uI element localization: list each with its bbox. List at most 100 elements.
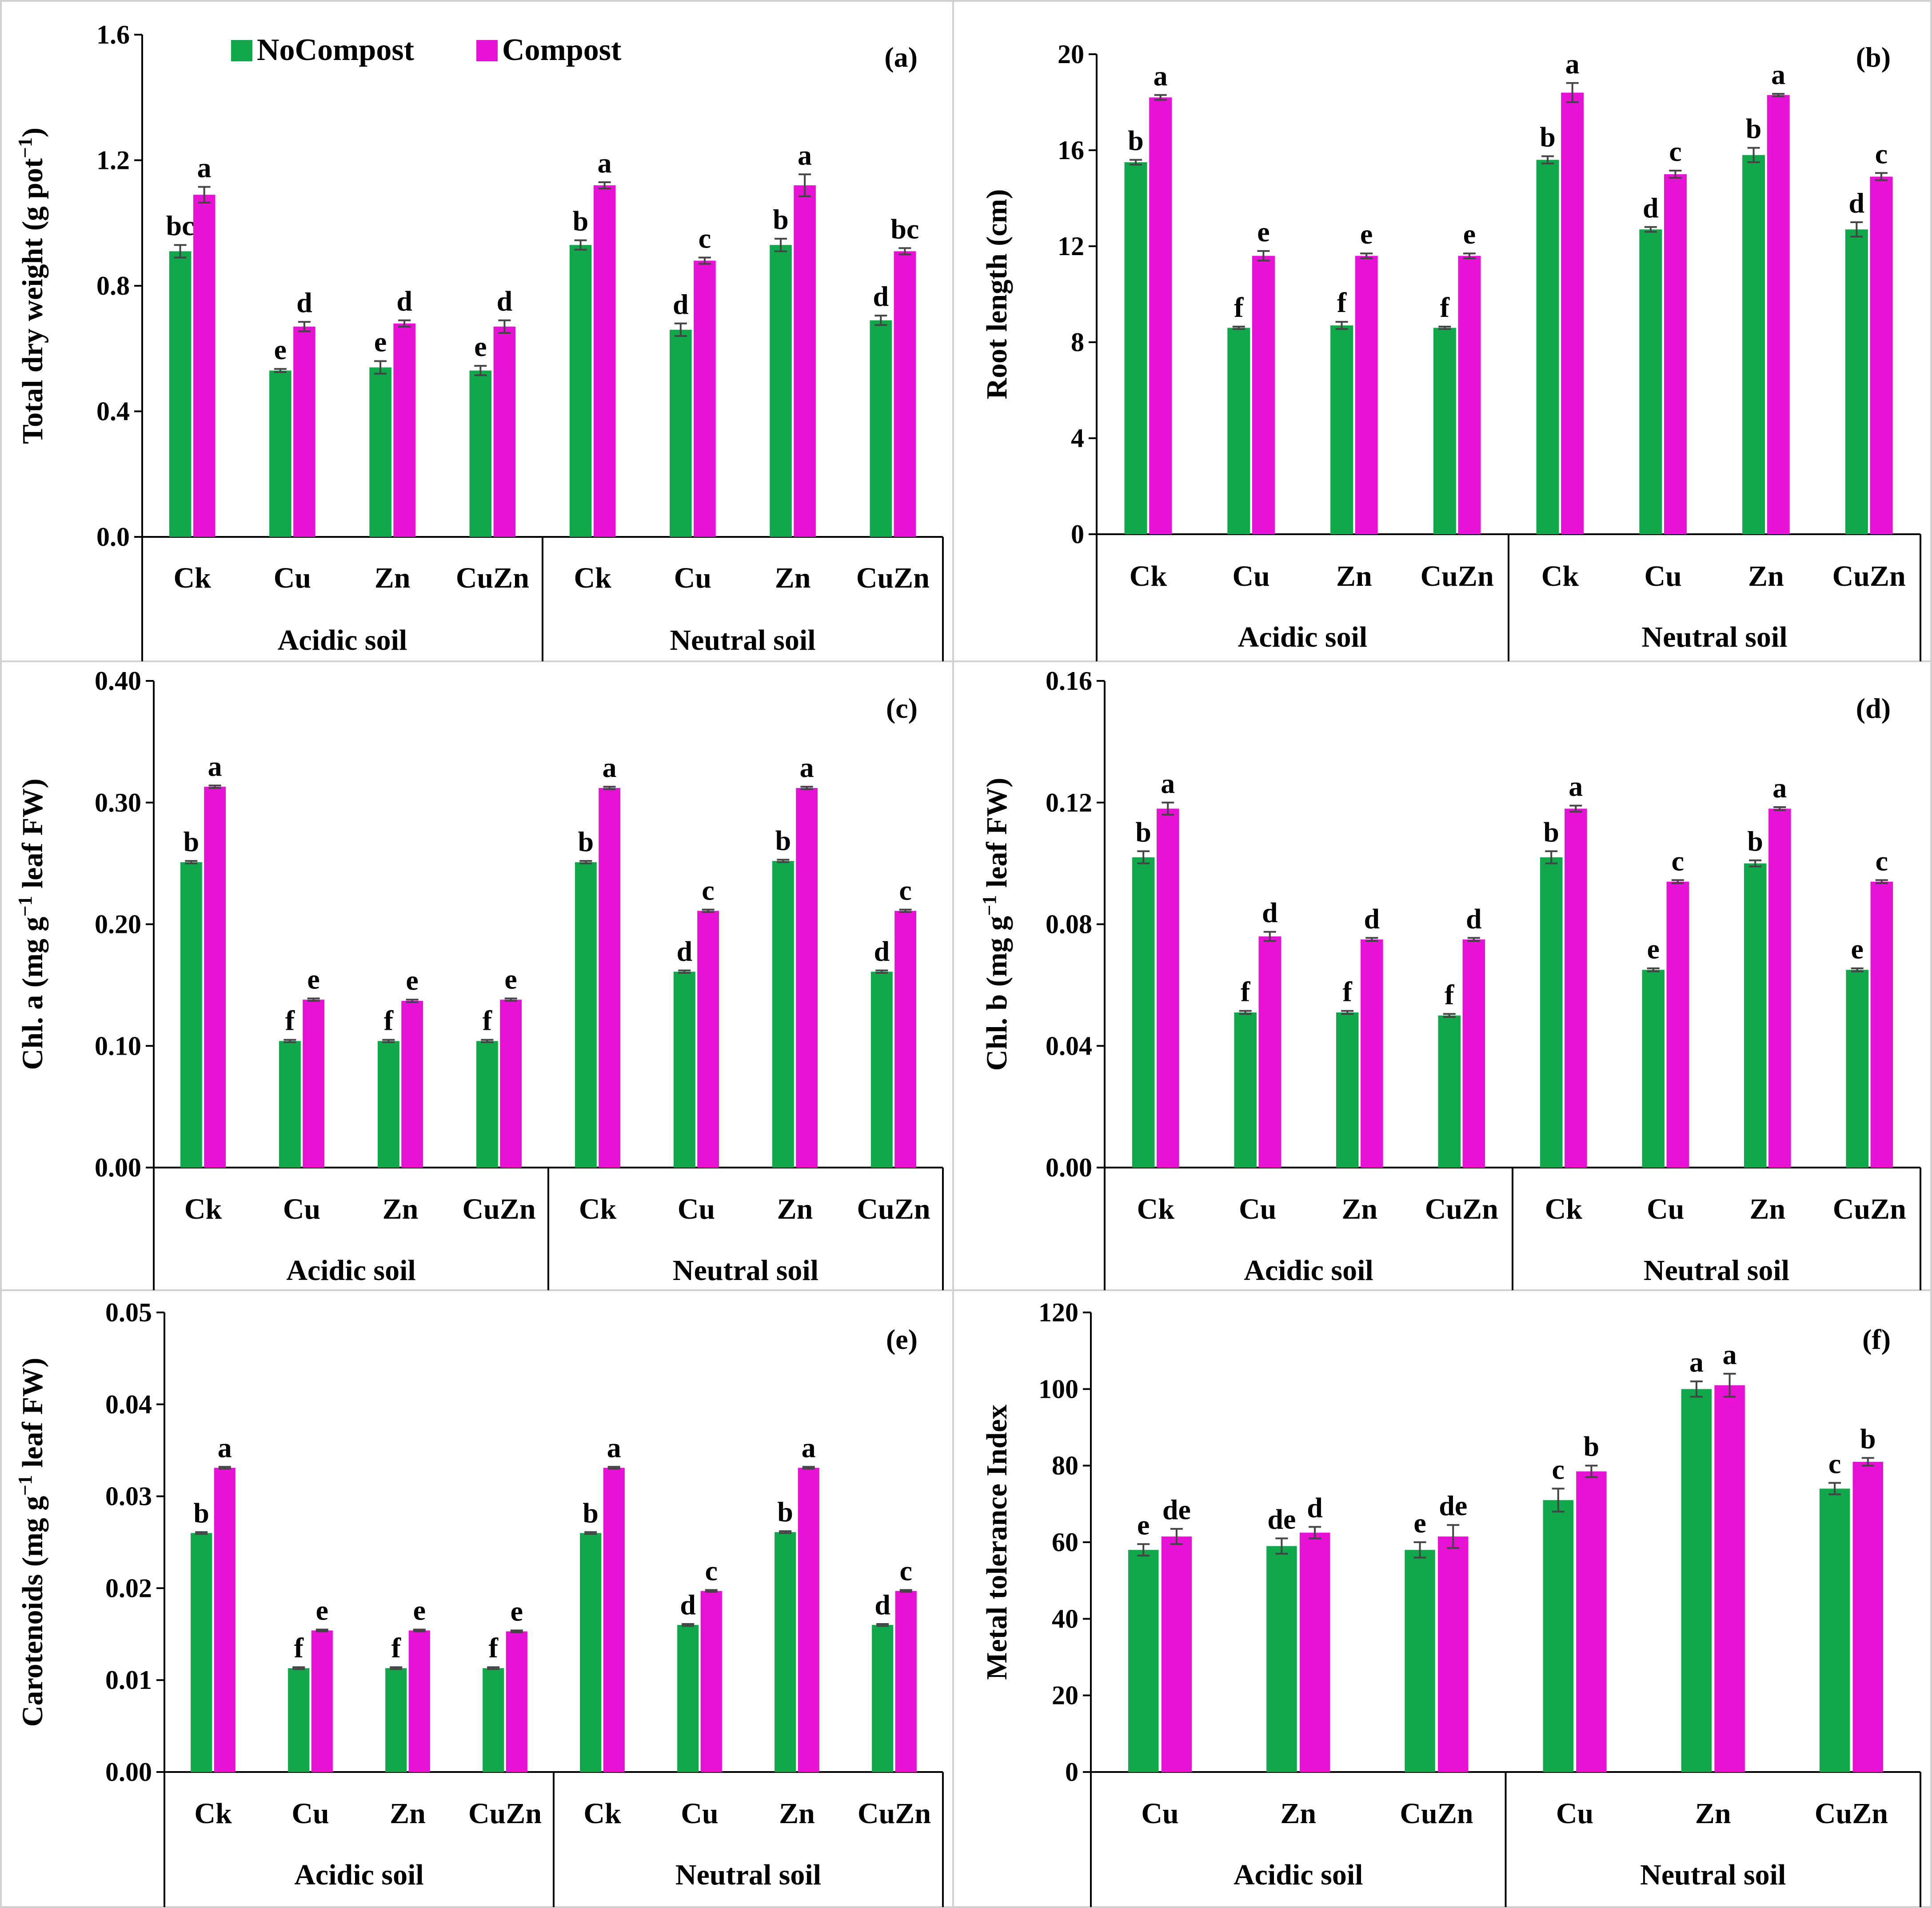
category-label: Cu [1141,1797,1178,1830]
y-tick-label: 0.40 [95,666,141,696]
category-label: Cu [678,1193,715,1225]
bar-nocompost [569,245,592,537]
bar-nocompost [872,1625,894,1772]
significance-letter: a [1689,1346,1704,1378]
group-label: Neutral soil [1640,1859,1786,1891]
bar-nocompost [1438,1015,1461,1168]
bar-nocompost [476,1041,498,1168]
y-tick-label: 0.4 [96,397,130,426]
significance-letter: b [1540,121,1556,153]
significance-letter: e [274,334,287,365]
category-label: Zn [1695,1797,1731,1830]
bar-nocompost [377,1041,399,1168]
significance-letter: a [1771,59,1785,90]
significance-letter: a [798,139,812,171]
significance-letter: b [1543,816,1559,848]
category-label: Zn [390,1797,426,1830]
bar-compost [500,1000,522,1168]
significance-letter: d [296,287,312,318]
bar-nocompost [1819,1488,1850,1772]
bar-nocompost [673,972,695,1168]
bar-compost [1458,256,1481,534]
y-tick-label: 0 [1071,520,1084,549]
category-label: Ck [1130,560,1167,592]
bar-compost [408,1630,430,1772]
bar-compost [1870,176,1893,534]
significance-letter: e [1463,218,1476,250]
bar-compost [796,788,818,1168]
category-label: CuZn [468,1797,542,1830]
bar-compost [1561,92,1584,534]
bar-compost [1161,1536,1192,1772]
significance-letter: f [285,1005,295,1036]
group-label: Acidic soil [1238,621,1368,653]
significance-letter: de [1162,1494,1191,1525]
significance-letter: b [578,826,594,857]
significance-letter: f [1343,976,1353,1008]
legend-label-nocompost: NoCompost [257,33,414,67]
bar-compost [593,185,616,537]
bar-compost [794,185,816,537]
significance-letter: a [607,1432,621,1463]
y-tick-label: 20 [1052,1681,1078,1710]
significance-letter: f [384,1005,394,1036]
significance-letter: d [1466,903,1482,934]
legend-swatch-nocompost [231,40,252,61]
significance-letter: a [1154,60,1168,92]
y-tick-label: 8 [1071,328,1084,357]
significance-letter: f [1440,292,1450,323]
group-label: Acidic soil [294,1859,424,1891]
bar-nocompost [1405,1550,1435,1772]
bar-nocompost [870,972,893,1168]
bar-compost [204,787,226,1168]
y-axis-label-part: Chl. b (mg g [981,916,1013,1071]
category-label: Ck [583,1797,621,1830]
significance-letter: a [802,1432,816,1463]
y-tick-label: 0.10 [95,1031,141,1060]
category-label: Ck [1137,1193,1175,1225]
bar-nocompost [1742,155,1765,534]
significance-letter: b [184,826,200,857]
significance-letter: b [193,1497,209,1528]
y-tick-label: 0.01 [105,1665,152,1695]
group-label: Neutral soil [670,624,815,656]
bar-nocompost [575,862,597,1168]
significance-letter: a [1569,771,1583,802]
y-tick-label: 0.00 [1046,1153,1092,1182]
category-label: Cu [674,562,711,594]
group-label: Acidic soil [286,1254,416,1287]
significance-letter: d [1262,897,1278,928]
y-tick-label: 1.6 [96,20,130,49]
y-tick-label: 0.04 [105,1390,152,1419]
category-label: Ck [173,562,211,594]
y-axis-label: Carotenoids (mg g−1 leaf FW) [14,1358,49,1727]
bar-nocompost [385,1668,407,1772]
significance-letter: c [1669,136,1681,167]
y-tick-label: 0.02 [105,1573,152,1603]
bar-nocompost [1540,857,1563,1168]
panel-tag: (a) [884,41,918,73]
bar-nocompost [1845,229,1868,534]
bar-compost [1157,808,1179,1168]
y-axis-label: Chl. b (mg g−1 leaf FW) [978,778,1014,1071]
bar-nocompost [1124,162,1147,534]
y-axis-label-superscript: −1 [978,895,1000,916]
significance-letter: e [474,331,487,362]
significance-letter: bc [166,210,195,241]
category-label: Ck [1545,1193,1583,1225]
significance-letter: d [873,280,889,312]
panel-tag: (f) [1862,1324,1891,1355]
bar-nocompost [1639,229,1662,534]
y-tick-label: 80 [1052,1451,1078,1480]
significance-letter: a [218,1432,232,1463]
bar-compost [214,1468,236,1772]
panel-c: 0.00 0.10 0.20 0.30 0.40 Chl. a (mg g−1 leaf … [14,666,944,1290]
bar-compost [1666,881,1689,1168]
significance-letter: bc [890,213,919,244]
bar-nocompost [1336,1012,1359,1168]
significance-letter: b [1860,1423,1876,1454]
significance-letter: d [677,936,693,967]
y-tick-label: 0.16 [1046,666,1092,696]
significance-letter: d [1643,192,1659,224]
